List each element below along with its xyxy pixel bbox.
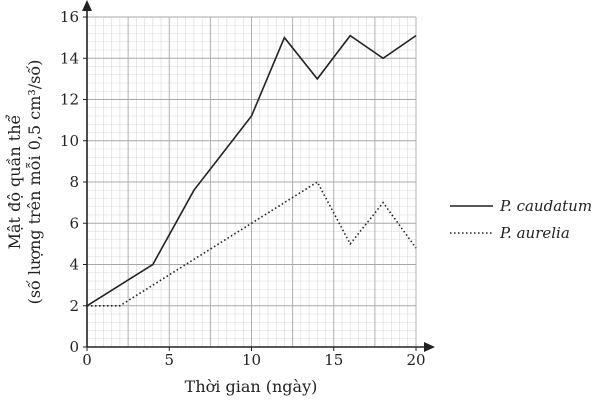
y-tick-label: 12 bbox=[60, 91, 79, 109]
y-tick-label: 10 bbox=[60, 132, 79, 150]
x-tick-label: 10 bbox=[242, 351, 261, 369]
y-axis-label-line2: (số lượng trên mỗi 0,5 cm³/số) bbox=[25, 60, 44, 305]
y-tick-label: 14 bbox=[60, 49, 79, 67]
y-tick-label: 4 bbox=[69, 256, 79, 274]
legend: P. caudatum P. aurelia bbox=[450, 197, 592, 242]
series-layer bbox=[86, 34, 417, 307]
tick-labels: 0 5 10 15 20 0 2 4 6 8 10 12 14 16 bbox=[60, 8, 426, 369]
x-tick-label: 0 bbox=[82, 351, 92, 369]
y-tick-label: 6 bbox=[69, 214, 79, 232]
y-tick-label: 16 bbox=[60, 8, 79, 26]
x-tick-label: 20 bbox=[406, 351, 425, 369]
y-tick-label: 2 bbox=[69, 297, 79, 315]
x-axis-arrow bbox=[424, 342, 435, 352]
y-axis-label-line1: Mật độ quần thể bbox=[5, 114, 24, 249]
x-tick-label: 5 bbox=[164, 351, 174, 369]
y-tick-label: 0 bbox=[69, 338, 79, 356]
x-axis-label: Thời gian (ngày) bbox=[185, 377, 318, 396]
legend-label-p-aurelia: P. aurelia bbox=[499, 224, 570, 242]
y-axis-arrow bbox=[82, 0, 92, 11]
series-line-p-aurelia bbox=[87, 180, 417, 307]
legend-label-p-caudatum: P. caudatum bbox=[499, 197, 592, 215]
y-tick-label: 8 bbox=[69, 173, 79, 191]
x-tick-label: 15 bbox=[324, 351, 343, 369]
series-line-p-caudatum bbox=[86, 34, 417, 307]
axes bbox=[82, 0, 435, 352]
